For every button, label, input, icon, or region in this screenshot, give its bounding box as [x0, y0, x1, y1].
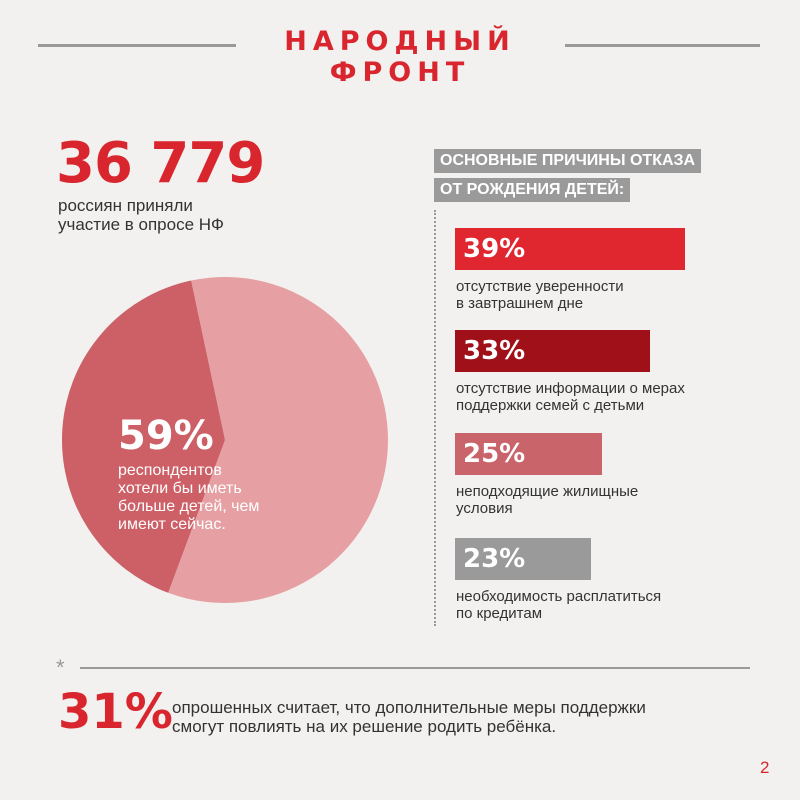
pie-slice — [168, 277, 388, 604]
pie-slice — [61, 280, 226, 593]
footer-text-line: смогут повлиять на их решение родить реб… — [172, 717, 557, 736]
pie-desc-line: больше детей, чем — [118, 498, 260, 515]
reason-label: отсутствие уверенности в завтрашнем дне — [456, 278, 624, 312]
pie-description: респондентов хотели бы иметь больше дете… — [118, 462, 259, 534]
reason-label-line: условия — [456, 500, 513, 517]
count-desc-line: россиян приняли — [58, 196, 193, 215]
pie-desc-line: респондентов — [118, 462, 222, 479]
header-line-left — [38, 44, 236, 47]
footer-percent: 31% — [58, 684, 173, 740]
reasons-title: ОСНОВНЫЕ ПРИЧИНЫ ОТКАЗА ОТ РОЖДЕНИЯ ДЕТЕ… — [434, 149, 702, 207]
reason-bar: 33% — [455, 330, 650, 372]
reason-label-line: отсутствие информации о мерах — [456, 380, 685, 397]
reasons-title-line: ОСНОВНЫЕ ПРИЧИНЫ ОТКАЗА — [434, 149, 702, 173]
reason-label-line: отсутствие уверенности — [456, 278, 624, 295]
page-number: 2 — [760, 758, 770, 777]
footer-text: опрошенных считает, что дополнительные м… — [172, 698, 646, 736]
header-line-right — [565, 44, 760, 47]
reason-label: неподходящие жилищные условия — [456, 483, 638, 517]
pie-desc-line: имеют сейчас. — [118, 516, 226, 533]
reason-label-line: по кредитам — [456, 605, 543, 622]
reason-label-line: в завтрашнем дне — [456, 295, 584, 312]
reason-bar: 25% — [455, 433, 603, 475]
reason-bar: 23% — [455, 538, 591, 580]
reason-label: необходимость расплатиться по кредитам — [456, 588, 661, 622]
reason-label-line: необходимость расплатиться — [456, 588, 662, 605]
pie-desc-line: хотели бы иметь — [118, 480, 242, 497]
reasons-title-line: ОТ РОЖДЕНИЯ ДЕТЕЙ: — [434, 178, 631, 202]
reason-bar: 39% — [455, 228, 685, 270]
count-desc-line: участие в опросе НФ — [58, 215, 224, 234]
footnote-star: * — [56, 655, 65, 680]
reasons-divider — [434, 210, 436, 626]
brand-title: НАРОДНЫЙ ФРОНТ — [284, 26, 516, 88]
respondent-count: 36 779 — [56, 131, 265, 196]
pie-percent-label: 59% — [118, 413, 214, 459]
reason-label-line: неподходящие жилищные — [456, 483, 639, 500]
reason-label-line: поддержки семей с детьми — [456, 397, 645, 414]
footer-text-line: опрошенных считает, что дополнительные м… — [172, 698, 646, 717]
reason-label: отсутствие информации о мерах поддержки … — [456, 380, 685, 414]
respondent-count-desc: россиян приняли участие в опросе НФ — [58, 196, 224, 234]
footer-divider — [80, 667, 750, 669]
